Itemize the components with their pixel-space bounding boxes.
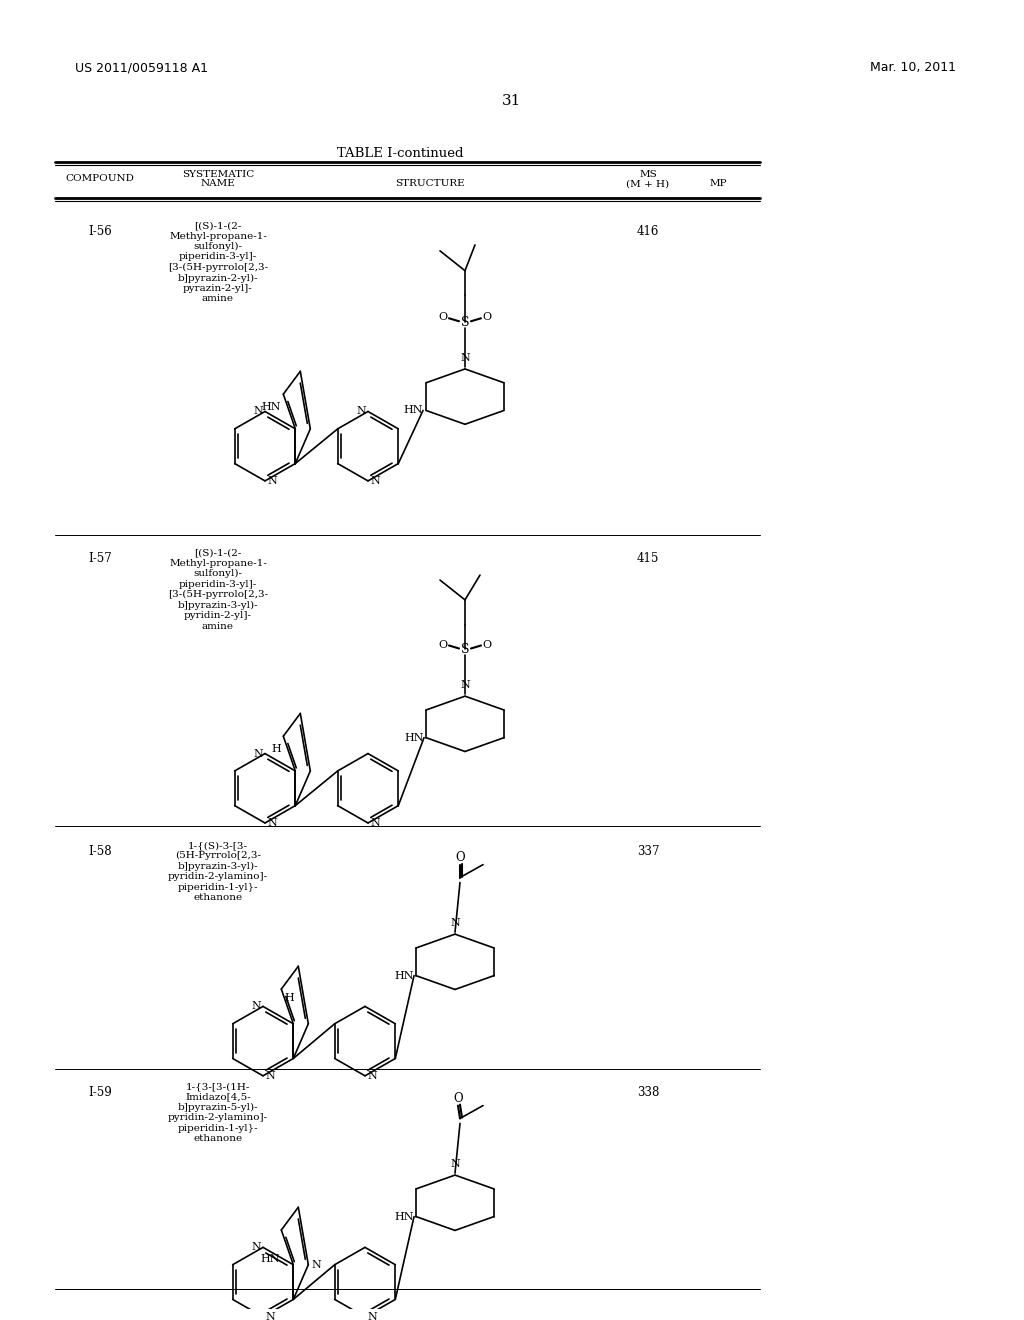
Text: SYSTEMATIC: SYSTEMATIC — [182, 169, 254, 178]
Text: N: N — [265, 1071, 274, 1081]
Text: N: N — [267, 818, 276, 828]
Text: N: N — [253, 407, 263, 417]
Text: COMPOUND: COMPOUND — [66, 173, 134, 182]
Text: N: N — [251, 1242, 261, 1253]
Text: N: N — [367, 1071, 377, 1081]
Text: O: O — [482, 313, 492, 322]
Text: H: H — [285, 993, 294, 1003]
Text: N: N — [267, 477, 276, 486]
Text: N: N — [356, 407, 366, 417]
Text: HN: HN — [403, 405, 423, 416]
Text: [(S)-1-(2-
Methyl-propane-1-
sulfonyl)-
piperidin-3-yl]-
[3-(5H-pyrrolo[2,3-
b]p: [(S)-1-(2- Methyl-propane-1- sulfonyl)- … — [168, 548, 268, 631]
Text: US 2011/0059118 A1: US 2011/0059118 A1 — [75, 62, 208, 74]
Text: O: O — [454, 1092, 463, 1105]
Text: H: H — [271, 744, 282, 754]
Text: O: O — [438, 639, 447, 649]
Text: I-57: I-57 — [88, 552, 112, 565]
Text: N: N — [311, 1259, 322, 1270]
Text: 338: 338 — [637, 1086, 659, 1098]
Text: N: N — [253, 748, 263, 759]
Text: STRUCTURE: STRUCTURE — [395, 180, 465, 189]
Text: HN: HN — [404, 733, 424, 743]
Text: O: O — [438, 313, 447, 322]
Text: 1-{3-[3-(1H-
Imidazo[4,5-
b]pyrazin-5-yl)-
pyridin-2-ylamino]-
piperidin-1-yl}-
: 1-{3-[3-(1H- Imidazo[4,5- b]pyrazin-5-yl… — [168, 1082, 268, 1143]
Text: N: N — [460, 352, 470, 363]
Text: N: N — [251, 1002, 261, 1011]
Text: 31: 31 — [503, 94, 521, 108]
Text: MP: MP — [710, 180, 727, 189]
Text: S: S — [461, 315, 469, 329]
Text: I-56: I-56 — [88, 226, 112, 238]
Text: N: N — [451, 919, 460, 928]
Text: 415: 415 — [637, 552, 659, 565]
Text: N: N — [370, 818, 380, 828]
Text: Mar. 10, 2011: Mar. 10, 2011 — [870, 62, 956, 74]
Text: HN: HN — [262, 403, 282, 412]
Text: O: O — [482, 639, 492, 649]
Text: HN: HN — [261, 1254, 281, 1263]
Text: N: N — [367, 1312, 377, 1320]
Text: NAME: NAME — [201, 180, 236, 189]
Text: N: N — [265, 1312, 274, 1320]
Text: TABLE I-continued: TABLE I-continued — [337, 147, 463, 160]
Text: MS: MS — [639, 169, 656, 178]
Text: N: N — [451, 1159, 460, 1170]
Text: (M + H): (M + H) — [627, 180, 670, 189]
Text: I-59: I-59 — [88, 1086, 112, 1098]
Text: 416: 416 — [637, 226, 659, 238]
Text: O: O — [456, 851, 465, 865]
Text: 337: 337 — [637, 845, 659, 858]
Text: N: N — [460, 680, 470, 690]
Text: S: S — [461, 643, 469, 656]
Text: HN: HN — [394, 1212, 414, 1221]
Text: I-58: I-58 — [88, 845, 112, 858]
Text: [(S)-1-(2-
Methyl-propane-1-
sulfonyl)-
piperidin-3-yl]-
[3-(5H-pyrrolo[2,3-
b]p: [(S)-1-(2- Methyl-propane-1- sulfonyl)- … — [168, 222, 268, 304]
Text: HN: HN — [394, 970, 414, 981]
Text: 1-{(S)-3-[3-
(5H-Pyrrolo[2,3-
b]pyrazin-3-yl)-
pyridin-2-ylamino]-
piperidin-1-y: 1-{(S)-3-[3- (5H-Pyrrolo[2,3- b]pyrazin-… — [168, 841, 268, 902]
Text: N: N — [370, 477, 380, 486]
